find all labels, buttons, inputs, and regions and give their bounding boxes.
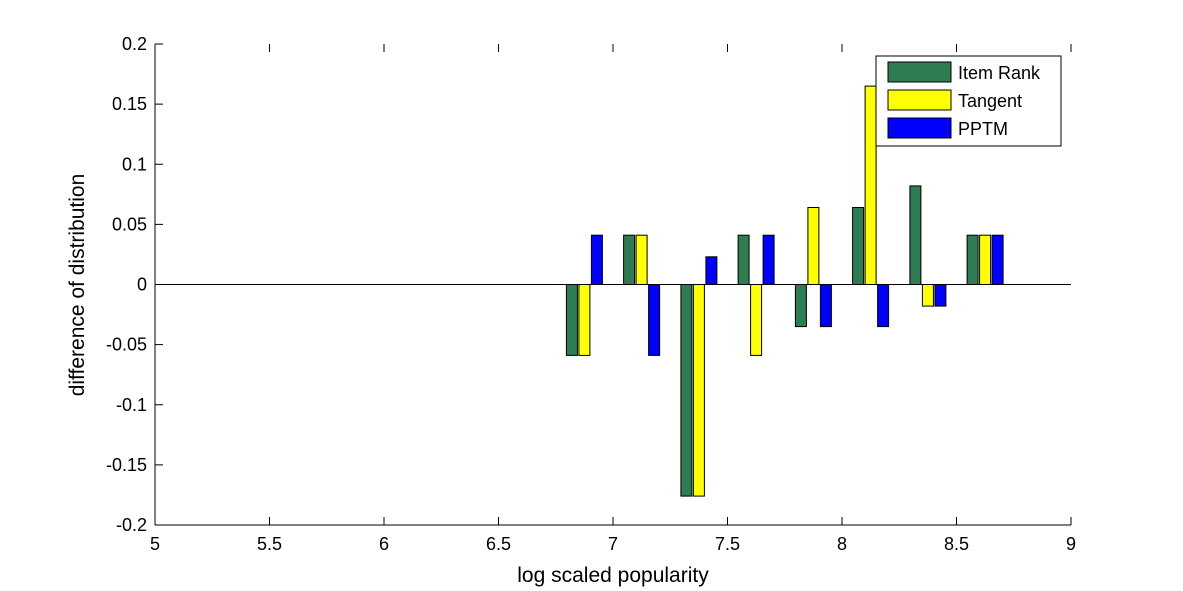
x-tick-label: 5 [150,534,160,554]
legend-label: Item Rank [958,63,1041,83]
x-tick-label: 9 [1066,534,1076,554]
bar-item-rank-4 [794,284,807,328]
y-tick-label: -0.2 [116,515,147,535]
bar-tangent-6 [921,284,934,307]
y-tick-label: 0.05 [112,214,147,234]
y-tick-label: 0.2 [122,34,147,54]
bar-pptm-4 [819,284,832,328]
bar-item-rank-3 [737,234,750,285]
bar-tangent-7 [979,234,992,285]
bar-item-rank-1 [623,234,636,285]
bar-pptm-7 [991,234,1004,285]
bar-item-rank-5 [852,207,865,285]
legend-label: Tangent [958,91,1022,111]
bar-item-rank-0 [565,284,578,356]
x-axis-title: log scaled popularity [517,564,709,587]
x-tick-label: 5.5 [257,534,282,554]
bar-pptm-1 [648,284,661,356]
bar-tangent-0 [578,284,591,356]
bar-tangent-4 [807,207,820,285]
x-tick-label: 6 [379,534,389,554]
x-tick-label: 8 [837,534,847,554]
bar-pptm-0 [590,234,603,285]
x-ticks-group: 5 5.5 6 6.5 7 7.5 8 8.5 9 [150,44,1076,554]
y-tick-label: -0.05 [106,335,147,355]
legend-swatch-item-rank [887,61,952,83]
bar-tangent-3 [750,284,763,356]
bar-tangent-2 [692,284,705,497]
bar-pptm-3 [762,234,775,285]
x-tick-label: 8.5 [944,534,969,554]
y-tick-label: 0.1 [122,154,147,174]
bar-item-rank-7 [966,234,979,285]
x-tick-label: 7 [608,534,618,554]
y-tick-label: 0.15 [112,94,147,114]
bar-tangent-5 [864,85,877,285]
legend-swatch-pptm [887,117,952,139]
bar-item-rank-6 [909,185,922,285]
x-tick-label: 7.5 [715,534,740,554]
legend-label: PPTM [958,119,1008,139]
bar-pptm-5 [877,284,890,328]
y-tick-label: -0.1 [116,395,147,415]
legend: Item Rank Tangent PPTM [875,55,1062,147]
bar-tangent-1 [635,234,648,285]
y-tick-label: -0.15 [106,455,147,475]
x-tick-label: 6.5 [486,534,511,554]
y-ticks-group: 0.2 0.15 0.1 0.05 0 -0.05 -0.1 -0.15 -0.2 [106,34,163,535]
bar-pptm-2 [705,256,718,285]
legend-swatch-tangent [887,89,952,111]
bar-item-rank-2 [680,284,693,497]
bar-pptm-6 [934,284,947,307]
y-axis-title: difference of distribution [66,174,89,397]
y-tick-label: 0 [137,275,147,295]
